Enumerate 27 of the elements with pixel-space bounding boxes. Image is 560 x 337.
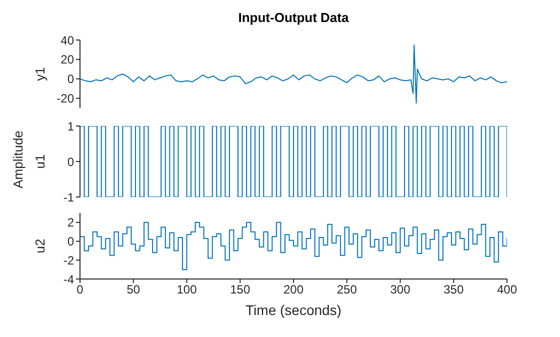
y-tick-label: 0: [67, 154, 74, 169]
x-tick-label: 100: [176, 282, 198, 297]
y-tick-label: -20: [56, 92, 74, 106]
x-tick-label: 50: [126, 282, 140, 297]
y-tick-label: -4: [63, 272, 74, 286]
y-tick-label: 0: [67, 72, 74, 86]
x-tick-label: 350: [444, 282, 464, 297]
line-series: [80, 44, 507, 104]
x-tick-label: 300: [390, 282, 411, 297]
x-axis-title: Time (seconds): [246, 302, 342, 318]
y-tick-label: 20: [60, 52, 74, 67]
y-tick-label: 0: [67, 234, 74, 249]
y-axis-title: y1: [32, 67, 48, 81]
x-tick-label: 200: [283, 282, 304, 297]
text: Amplitude: [10, 130, 26, 190]
y-axis-title: u2: [32, 238, 48, 254]
y-axis-title: u1: [32, 154, 48, 169]
y-tick-label: -2: [63, 253, 74, 268]
x-tick-label: 150: [230, 282, 250, 297]
x-tick-label: 0: [76, 282, 84, 297]
y-tick-label: 1: [67, 119, 74, 134]
y-tick-label: 2: [67, 216, 74, 230]
x-tick-label: 400: [496, 282, 518, 297]
chart-title: Input-Output Data: [237, 10, 350, 25]
x-tick-label: 250: [336, 282, 358, 297]
y-tick-label: 40: [60, 33, 74, 48]
y-tick-label: -1: [63, 190, 74, 204]
